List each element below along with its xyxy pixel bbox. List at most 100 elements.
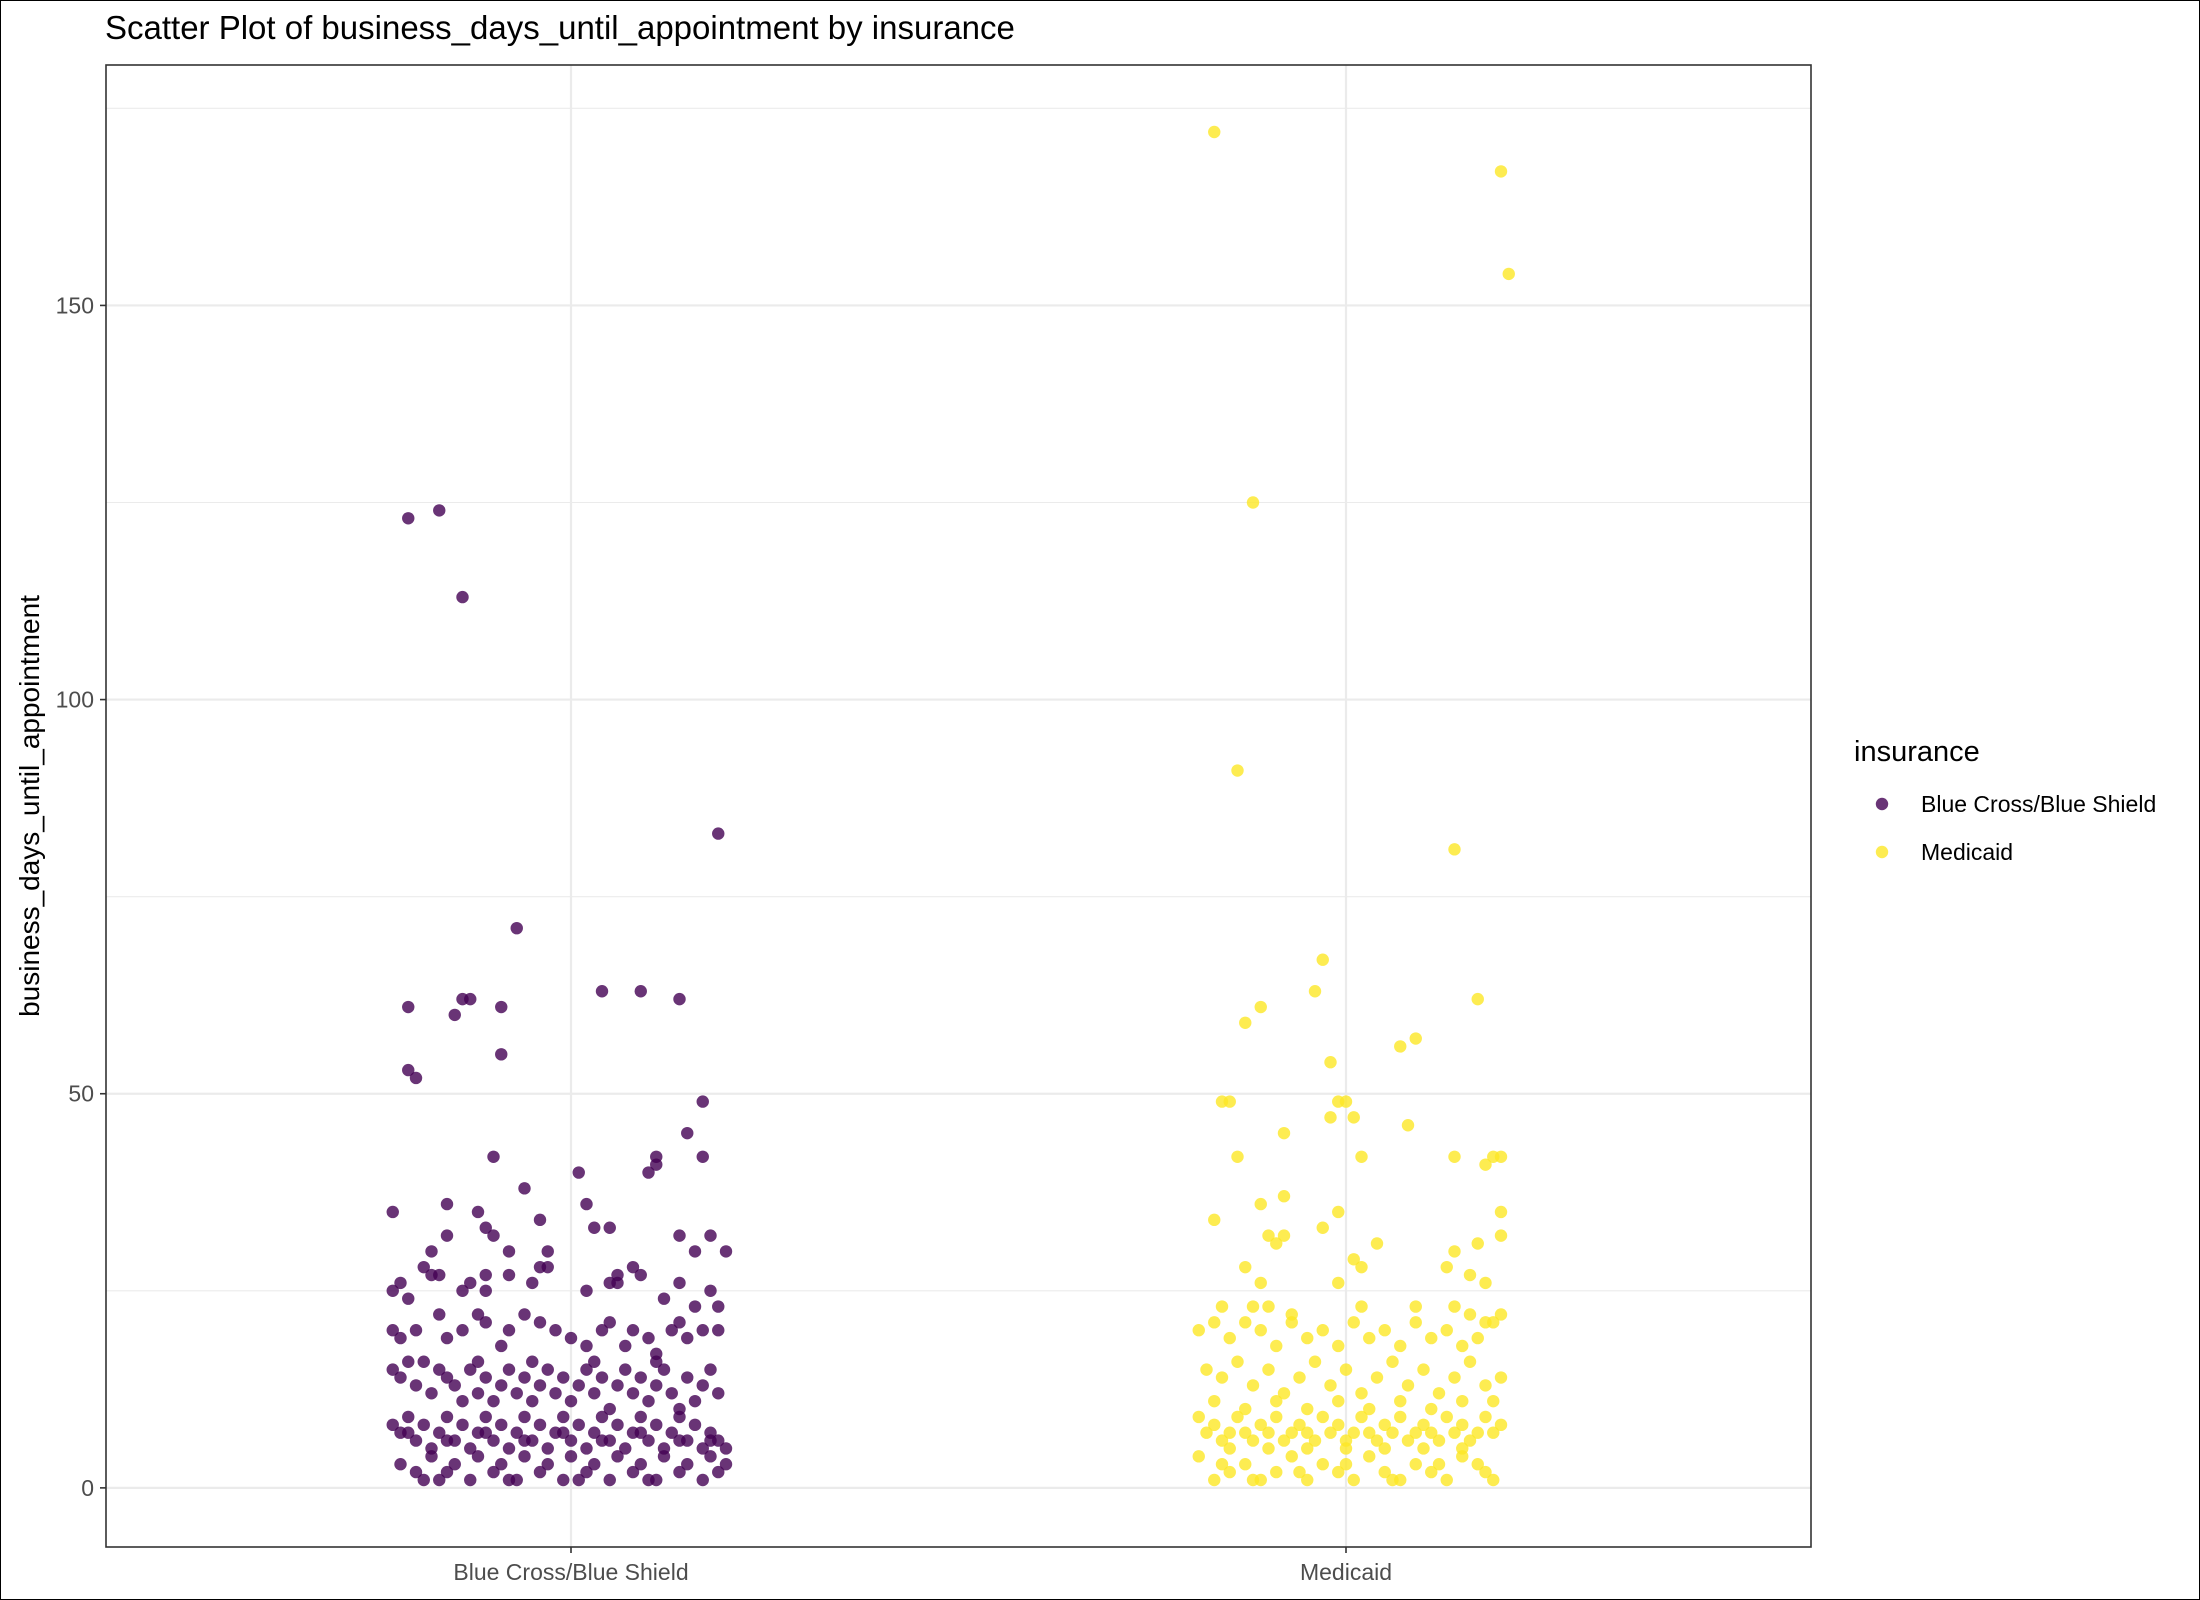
data-point [719,1458,733,1471]
data-point [1440,1260,1453,1274]
data-point [502,1363,516,1376]
data-point [626,1465,640,1479]
data-point [657,1450,671,1463]
data-point [588,1458,601,1471]
data-point [650,1150,663,1163]
data-point [673,1276,686,1290]
data-point [510,921,523,935]
data-point [1463,1268,1477,1282]
data-point [440,1229,454,1242]
data-point [1192,1410,1205,1424]
data-point [402,1410,415,1424]
data-point [1270,1465,1283,1479]
data-point [704,1284,717,1298]
data-point [564,1450,578,1463]
data-point [1246,496,1260,509]
data-point [1409,1458,1422,1471]
data-point [1316,1458,1329,1471]
data-point [1324,1379,1337,1392]
data-point [1425,1402,1438,1416]
data-point [1432,1387,1446,1400]
data-point [409,1324,423,1337]
data-point [502,1324,516,1337]
legend-key [1875,797,1889,811]
data-point [696,1379,709,1392]
data-point [696,1324,709,1337]
data-point [564,1331,578,1345]
data-point [1316,1410,1329,1424]
data-point [440,1371,454,1384]
data-point [541,1260,554,1274]
data-point [471,1387,485,1400]
legend: insurance Blue Cross/Blue Shield Medicaid [1854,736,2156,865]
data-point [1417,1442,1430,1455]
data-point [479,1221,492,1234]
data-point [479,1268,492,1282]
data-point [1246,1434,1260,1447]
legend-entry: Blue Cross/Blue Shield [1875,791,2156,817]
data-point [487,1394,500,1408]
data-point [456,1324,469,1337]
data-point [440,1197,454,1211]
data-point [650,1355,663,1368]
data-point [417,1355,430,1368]
data-point [572,1418,585,1432]
data-point [1471,1458,1484,1471]
x-tick-label: Medicaid [1300,1559,1392,1585]
x-axis: Blue Cross/Blue Shield Medicaid [453,1547,1392,1585]
data-point [386,1418,399,1432]
data-point [1192,1450,1205,1463]
data-point [1262,1229,1275,1242]
data-point [1208,1213,1221,1227]
data-point [1285,1316,1298,1329]
data-point [673,1229,686,1242]
data-point [417,1418,430,1432]
y-tick-label: 50 [68,1081,94,1107]
panel-background [106,65,1811,1547]
data-point [688,1300,702,1313]
data-point [1239,1426,1252,1439]
data-point [1301,1331,1314,1345]
data-point [1277,1434,1291,1447]
data-point [479,1284,492,1298]
data-point [409,1434,423,1447]
data-point [681,1458,694,1471]
data-point [409,1071,423,1085]
data-point [402,1000,415,1014]
data-point [417,1473,430,1487]
data-point [1200,1426,1213,1439]
data-point [1231,1150,1244,1163]
data-point [1363,1450,1376,1463]
data-point [642,1434,655,1447]
data-point [487,1434,500,1447]
data-point [487,1150,500,1163]
data-point [1456,1418,1469,1432]
data-point [1246,1379,1260,1392]
data-point [1347,1426,1360,1439]
data-point [1239,1458,1252,1471]
data-point [572,1473,585,1487]
data-point [1471,1237,1484,1250]
data-point [595,985,609,998]
data-point [1262,1300,1275,1313]
data-point [572,1166,585,1179]
data-point [611,1450,624,1463]
data-point [595,1434,609,1447]
data-point [642,1394,655,1408]
data-point [456,1418,469,1432]
data-point [704,1434,717,1447]
data-point [665,1324,678,1337]
data-point [495,1000,508,1014]
data-point [572,1379,585,1392]
data-point [673,992,686,1006]
data-point [533,1379,547,1392]
data-point [1401,1434,1415,1447]
data-point [425,1450,438,1463]
data-point [526,1394,539,1408]
data-point [1339,1458,1353,1471]
data-point [1409,1426,1422,1439]
data-point [1285,1426,1298,1439]
data-point [409,1465,423,1479]
data-point [1316,1221,1329,1234]
